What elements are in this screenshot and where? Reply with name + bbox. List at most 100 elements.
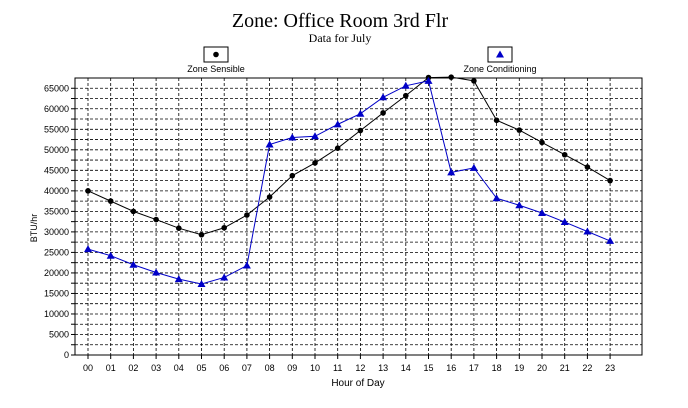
grid <box>75 78 642 355</box>
chart-subtitle: Data for July <box>309 31 372 45</box>
zone-sensible-point <box>289 172 296 179</box>
x-tick-label: 17 <box>469 363 479 373</box>
zone-sensible-point <box>85 188 91 194</box>
y-tick-label: 30000 <box>44 227 69 237</box>
x-tick-label: 14 <box>401 363 411 373</box>
y-tick-label: 35000 <box>44 206 69 216</box>
x-tick-label: 12 <box>355 363 365 373</box>
zone-conditioning-point <box>356 109 365 117</box>
x-tick-label: 08 <box>265 363 275 373</box>
x-tick-label: 04 <box>174 363 184 373</box>
zone-sensible-point <box>107 198 114 204</box>
zone-conditioning-point <box>538 209 546 217</box>
zone-sensible-point <box>334 145 341 151</box>
zone-sensible-point <box>539 139 545 146</box>
legend-marker <box>213 51 219 58</box>
zone-sensible-point <box>244 212 250 218</box>
x-tick-label: 06 <box>219 363 229 373</box>
x-tick-label: 07 <box>242 363 252 373</box>
zone-conditioning-point <box>220 273 229 281</box>
zone-sensible-point <box>357 127 364 134</box>
zone-conditioning-point <box>379 93 388 101</box>
x-tick-label: 20 <box>537 363 547 373</box>
x-axis-label: Hour of Day <box>331 378 384 389</box>
y-tick-label: 40000 <box>44 186 69 196</box>
zone-conditioning-point <box>492 194 501 202</box>
zone-sensible-point <box>198 231 205 238</box>
zone-conditioning-point <box>447 168 456 176</box>
zone-conditioning-point <box>333 120 342 128</box>
zone-conditioning-point <box>288 133 297 141</box>
chart-title: Zone: Office Room 3rd Flr <box>232 10 449 32</box>
zone-sensible-point <box>130 208 137 215</box>
x-tick-label: 05 <box>196 363 206 373</box>
x-tick-label: 22 <box>582 363 592 373</box>
x-tick-label: 15 <box>423 363 433 373</box>
x-tick-label: 19 <box>514 363 524 373</box>
x-tick-label: 09 <box>287 363 297 373</box>
y-tick-label: 10000 <box>44 309 69 319</box>
zone-conditioning-point <box>311 132 319 140</box>
zone-conditioning-point <box>152 268 161 276</box>
x-tick-label: 11 <box>333 363 342 373</box>
x-tick-label: 13 <box>378 363 388 373</box>
x-tick-label: 16 <box>446 363 456 373</box>
zone-conditioning-point <box>469 163 478 171</box>
axes: 0500010000150002000025000300003500040000… <box>44 83 615 373</box>
zone-conditioning-point <box>174 275 183 283</box>
zone-sensible-point <box>266 194 273 200</box>
legend-item-zone-sensible: Zone Sensible <box>187 46 245 74</box>
zone-sensible-point <box>153 216 159 223</box>
zone-conditioning-point <box>606 236 615 244</box>
zone-conditioning-point <box>560 218 569 226</box>
zone-sensible-point <box>176 225 182 231</box>
y-tick-label: 60000 <box>44 104 69 114</box>
legend-marker <box>496 50 504 58</box>
zone-sensible-point <box>561 151 568 158</box>
legend: Zone Sensible Zone Conditioning <box>187 46 537 74</box>
y-tick-label: 45000 <box>44 165 69 175</box>
legend-item-zone-conditioning: Zone Conditioning <box>463 46 537 74</box>
y-tick-label: 15000 <box>44 288 69 298</box>
x-tick-label: 02 <box>128 363 138 373</box>
zone-sensible-point <box>584 164 591 170</box>
zone-sensible-point <box>221 224 227 231</box>
x-tick-label: 00 <box>83 363 93 373</box>
y-tick-label: 55000 <box>44 124 69 134</box>
series-line-zone-sensible <box>87 76 611 236</box>
series-line-zone-conditioning <box>87 80 611 285</box>
zone-conditioning-point <box>515 201 524 209</box>
legend-label: Zone Sensible <box>187 64 245 74</box>
x-tick-label: 18 <box>492 363 502 373</box>
x-tick-label: 01 <box>106 363 116 373</box>
legend-label: Zone Conditioning <box>463 64 536 74</box>
y-tick-label: 20000 <box>44 268 69 278</box>
zone-sensible-point <box>312 160 318 166</box>
y-tick-label: 65000 <box>44 83 69 93</box>
plot-frame <box>74 77 643 356</box>
zone-conditioning-point <box>106 251 115 259</box>
zone-sensible-point <box>380 110 386 116</box>
zone-conditioning-point <box>424 76 433 84</box>
x-tick-label: 23 <box>605 363 615 373</box>
zone-conditioning-point <box>84 245 92 253</box>
zone-sensible-point <box>493 117 500 124</box>
zone-conditioning-point <box>401 81 410 89</box>
y-tick-label: 0 <box>64 350 69 360</box>
zone-sensible-point <box>516 127 523 133</box>
zone-conditioning-point <box>242 261 251 269</box>
zone-conditioning-point <box>197 280 206 288</box>
zone-conditioning-point <box>265 140 274 148</box>
zone-sensible-point <box>448 74 455 80</box>
x-tick-label: 21 <box>560 363 570 373</box>
zone-conditioning-point <box>129 260 138 268</box>
zone-sensible-point <box>471 78 477 84</box>
zone-sensible-point <box>403 92 409 99</box>
y-axis-label: BTU/hr <box>29 214 39 243</box>
zone-sensible-point <box>607 177 613 184</box>
y-tick-label: 50000 <box>44 145 69 155</box>
zone-conditioning-point <box>583 227 592 235</box>
y-tick-label: 5000 <box>49 329 69 339</box>
x-tick-label: 10 <box>310 363 320 373</box>
